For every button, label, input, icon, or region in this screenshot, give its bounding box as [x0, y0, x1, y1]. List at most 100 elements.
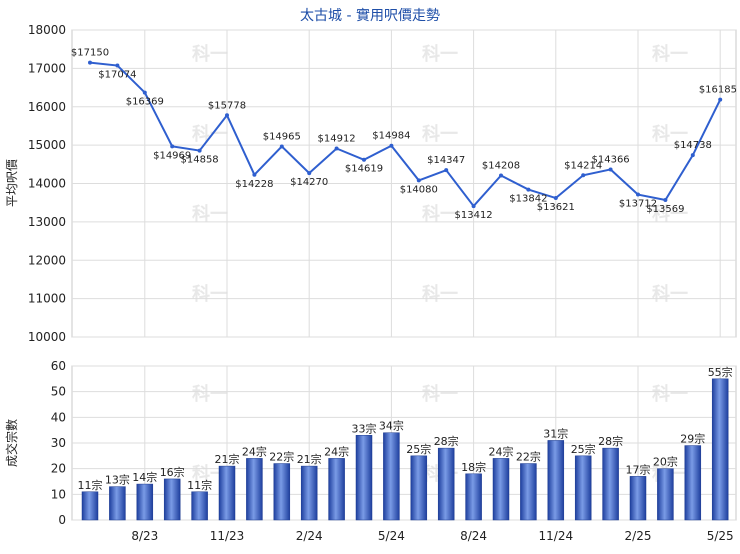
bar-y-tick-label: 10 [51, 487, 66, 501]
bar [629, 476, 647, 521]
line-y-tick-label: 11000 [28, 292, 66, 306]
x-tick-label: 8/24 [460, 529, 487, 543]
line-point-label: $13412 [455, 210, 493, 221]
bar-y-tick-label: 40 [51, 410, 66, 424]
line-point-label: $14858 [181, 155, 219, 166]
line-point [636, 192, 640, 197]
line-point [444, 168, 449, 173]
bar [355, 435, 373, 521]
line-point-label: $14984 [372, 131, 410, 142]
bar-data-label: 21宗 [297, 452, 322, 466]
bar [574, 455, 592, 521]
line-point-label: $13842 [509, 194, 547, 205]
watermark-text: 科一 [192, 43, 228, 65]
bar-data-label: 55宗 [708, 365, 733, 379]
line-y-tick-label: 17000 [28, 61, 66, 75]
bar-data-label: 22宗 [516, 450, 541, 464]
line-y-axis-label: 平均呎價 [5, 159, 19, 207]
bar-data-label: 21宗 [215, 452, 240, 466]
bar-data-label: 14宗 [132, 470, 157, 484]
bar-data-label: 22宗 [269, 450, 294, 464]
bar [383, 432, 400, 521]
watermark-text: 科一 [652, 383, 688, 405]
bar-data-label: 34宗 [379, 419, 404, 433]
line-point [526, 187, 531, 192]
watermark-text: 科一 [192, 203, 228, 225]
bar [246, 458, 263, 521]
chart-title: 太古城 - 實用呎價走勢 [300, 7, 440, 24]
bar-data-label: 31宗 [543, 426, 568, 440]
bar [602, 447, 619, 521]
line-point [471, 204, 476, 209]
line-point [334, 146, 339, 151]
line-point-label: $17074 [98, 70, 136, 81]
bar [437, 447, 455, 521]
line-point [142, 90, 147, 95]
bar-data-label: 13宗 [105, 473, 130, 487]
bar [191, 491, 208, 521]
bar-data-label: 29宗 [680, 432, 705, 446]
bar-data-label: 28宗 [434, 434, 459, 448]
bar [81, 491, 99, 521]
bar-data-label: 24宗 [242, 444, 267, 458]
watermark-text: 科一 [422, 383, 458, 405]
line-y-tick-label: 13000 [28, 215, 66, 229]
line-point [581, 173, 586, 178]
bar-data-label: 11宗 [78, 478, 103, 492]
line-point [279, 144, 284, 149]
watermark-text: 科一 [422, 43, 458, 65]
line-point-label: $14208 [482, 161, 520, 172]
line-point [362, 157, 366, 162]
bar [163, 478, 181, 521]
bar [300, 465, 318, 521]
bar [273, 463, 291, 521]
bar [492, 458, 510, 521]
line-point-label: $13569 [646, 204, 684, 215]
line-point-label: $14912 [318, 134, 356, 145]
watermark-text: 科一 [422, 203, 458, 225]
line-point-label: $14347 [427, 155, 465, 166]
bar-y-tick-label: 0 [58, 513, 66, 527]
line-point-label: $17150 [71, 48, 109, 59]
line-point [499, 173, 503, 178]
line-y-tick-label: 18000 [28, 23, 66, 37]
bar-y-tick-label: 30 [51, 436, 66, 450]
line-point-label: $14965 [263, 131, 301, 142]
bar-data-label: 24宗 [489, 444, 514, 458]
watermark-text: 科一 [192, 383, 228, 405]
line-point-label: $16185 [699, 85, 737, 96]
x-tick-label: 5/25 [707, 529, 734, 543]
bar-data-label: 16宗 [160, 465, 185, 479]
watermark-text: 科一 [652, 283, 688, 305]
bar-data-label: 28宗 [598, 434, 623, 448]
line-point [197, 148, 202, 153]
bar-y-tick-label: 60 [51, 359, 66, 373]
line-point [252, 172, 257, 177]
bar-y-tick-label: 20 [51, 462, 66, 476]
line-point-label: $14080 [400, 184, 438, 195]
bar-data-label: 25宗 [406, 442, 431, 456]
line-point [170, 144, 175, 149]
line-point [416, 178, 421, 183]
bar [657, 468, 674, 521]
bar [410, 455, 428, 521]
watermark-text: 科一 [422, 283, 458, 305]
bar [520, 463, 537, 521]
line-point-label: $14969 [153, 150, 191, 161]
line-point [553, 196, 558, 201]
line-point [663, 198, 668, 203]
line-series: $17150 $17074 $16369 $14969$14858 $15778 $142… [71, 48, 737, 221]
line-point-label: $14619 [345, 164, 383, 175]
line-point [690, 153, 695, 158]
line-point-label: $14738 [674, 140, 712, 151]
line-point-label: $13712 [619, 199, 657, 210]
line-point [608, 167, 613, 172]
line-point [88, 60, 92, 65]
line-y-tick-label: 16000 [28, 100, 66, 114]
bar [328, 458, 345, 521]
line-y-tick-label: 10000 [28, 330, 66, 344]
bar [218, 465, 236, 521]
watermark-text: 科一 [422, 123, 458, 145]
